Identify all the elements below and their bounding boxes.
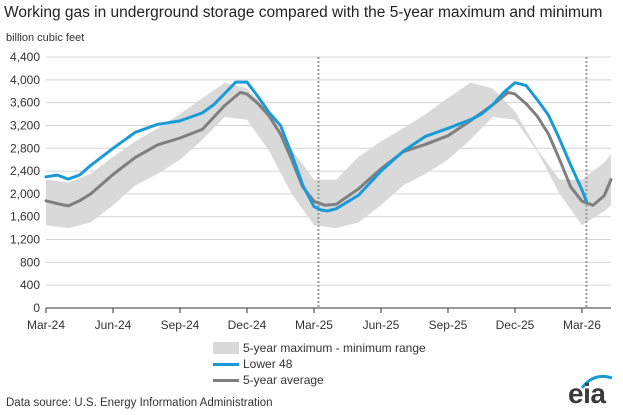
eia-logo-arc-icon [580,374,613,389]
x-tick-label: Jun-25 [363,318,400,332]
x-tick-label: Mar-26 [563,318,601,332]
y-tick-label: 800 [20,255,40,269]
y-tick-label: 4,000 [10,73,40,87]
y-tick-label: 1,600 [10,210,40,224]
legend-item-lower48: Lower 48 [213,356,426,372]
y-tick-label: 2,000 [10,187,40,201]
chart-title: Working gas in underground storage compa… [4,4,603,21]
legend-item-average: 5-year average [213,372,426,388]
x-tick-label: Jun-24 [95,318,132,332]
x-tick-label: Sep-24 [161,318,200,332]
y-axis-label: billion cubic feet [6,32,85,44]
series-layer [44,80,613,213]
gridlines [46,56,611,286]
legend-swatch-range [213,342,239,354]
x-tick-label: Sep-25 [429,318,468,332]
y-tick-label: 2,800 [10,141,40,155]
x-tick-label: Dec-24 [228,318,267,332]
axes [45,307,611,313]
reference-lines [317,57,588,308]
y-tick-label: 2,400 [10,164,40,178]
x-tick-label: Dec-25 [496,318,535,332]
legend-item-range: 5-year maximum - minimum range [213,340,426,356]
x-tick-label: Mar-25 [295,318,333,332]
y-tick-label: 1,200 [10,233,40,247]
legend-label-average: 5-year average [243,373,324,387]
data-source-note: Data source: U.S. Energy Information Adm… [6,397,273,409]
series-line-5-year-average [44,90,613,208]
eia-logo: eia [560,372,616,412]
tick-labels: 0 400 800 1,200 1,600 2,000 2,400 2,800 3,200 3,6… [10,50,601,332]
legend-swatch-lower48 [213,362,239,366]
series-line-lower-48 [44,80,588,213]
legend-swatch-average [213,378,239,382]
legend-label-lower48: Lower 48 [243,357,293,371]
y-tick-label: 0 [33,301,40,315]
y-tick-label: 3,200 [10,118,40,132]
eia-logo-text: eia [568,378,606,409]
x-tick-label: Mar-24 [27,318,65,332]
y-tick-label: 400 [20,278,40,292]
y-tick-label: 3,600 [10,96,40,110]
y-tick-label: 4,400 [10,50,40,64]
legend: 5-year maximum - minimum range Lower 48 … [213,340,426,388]
legend-label-range: 5-year maximum - minimum range [243,341,426,355]
